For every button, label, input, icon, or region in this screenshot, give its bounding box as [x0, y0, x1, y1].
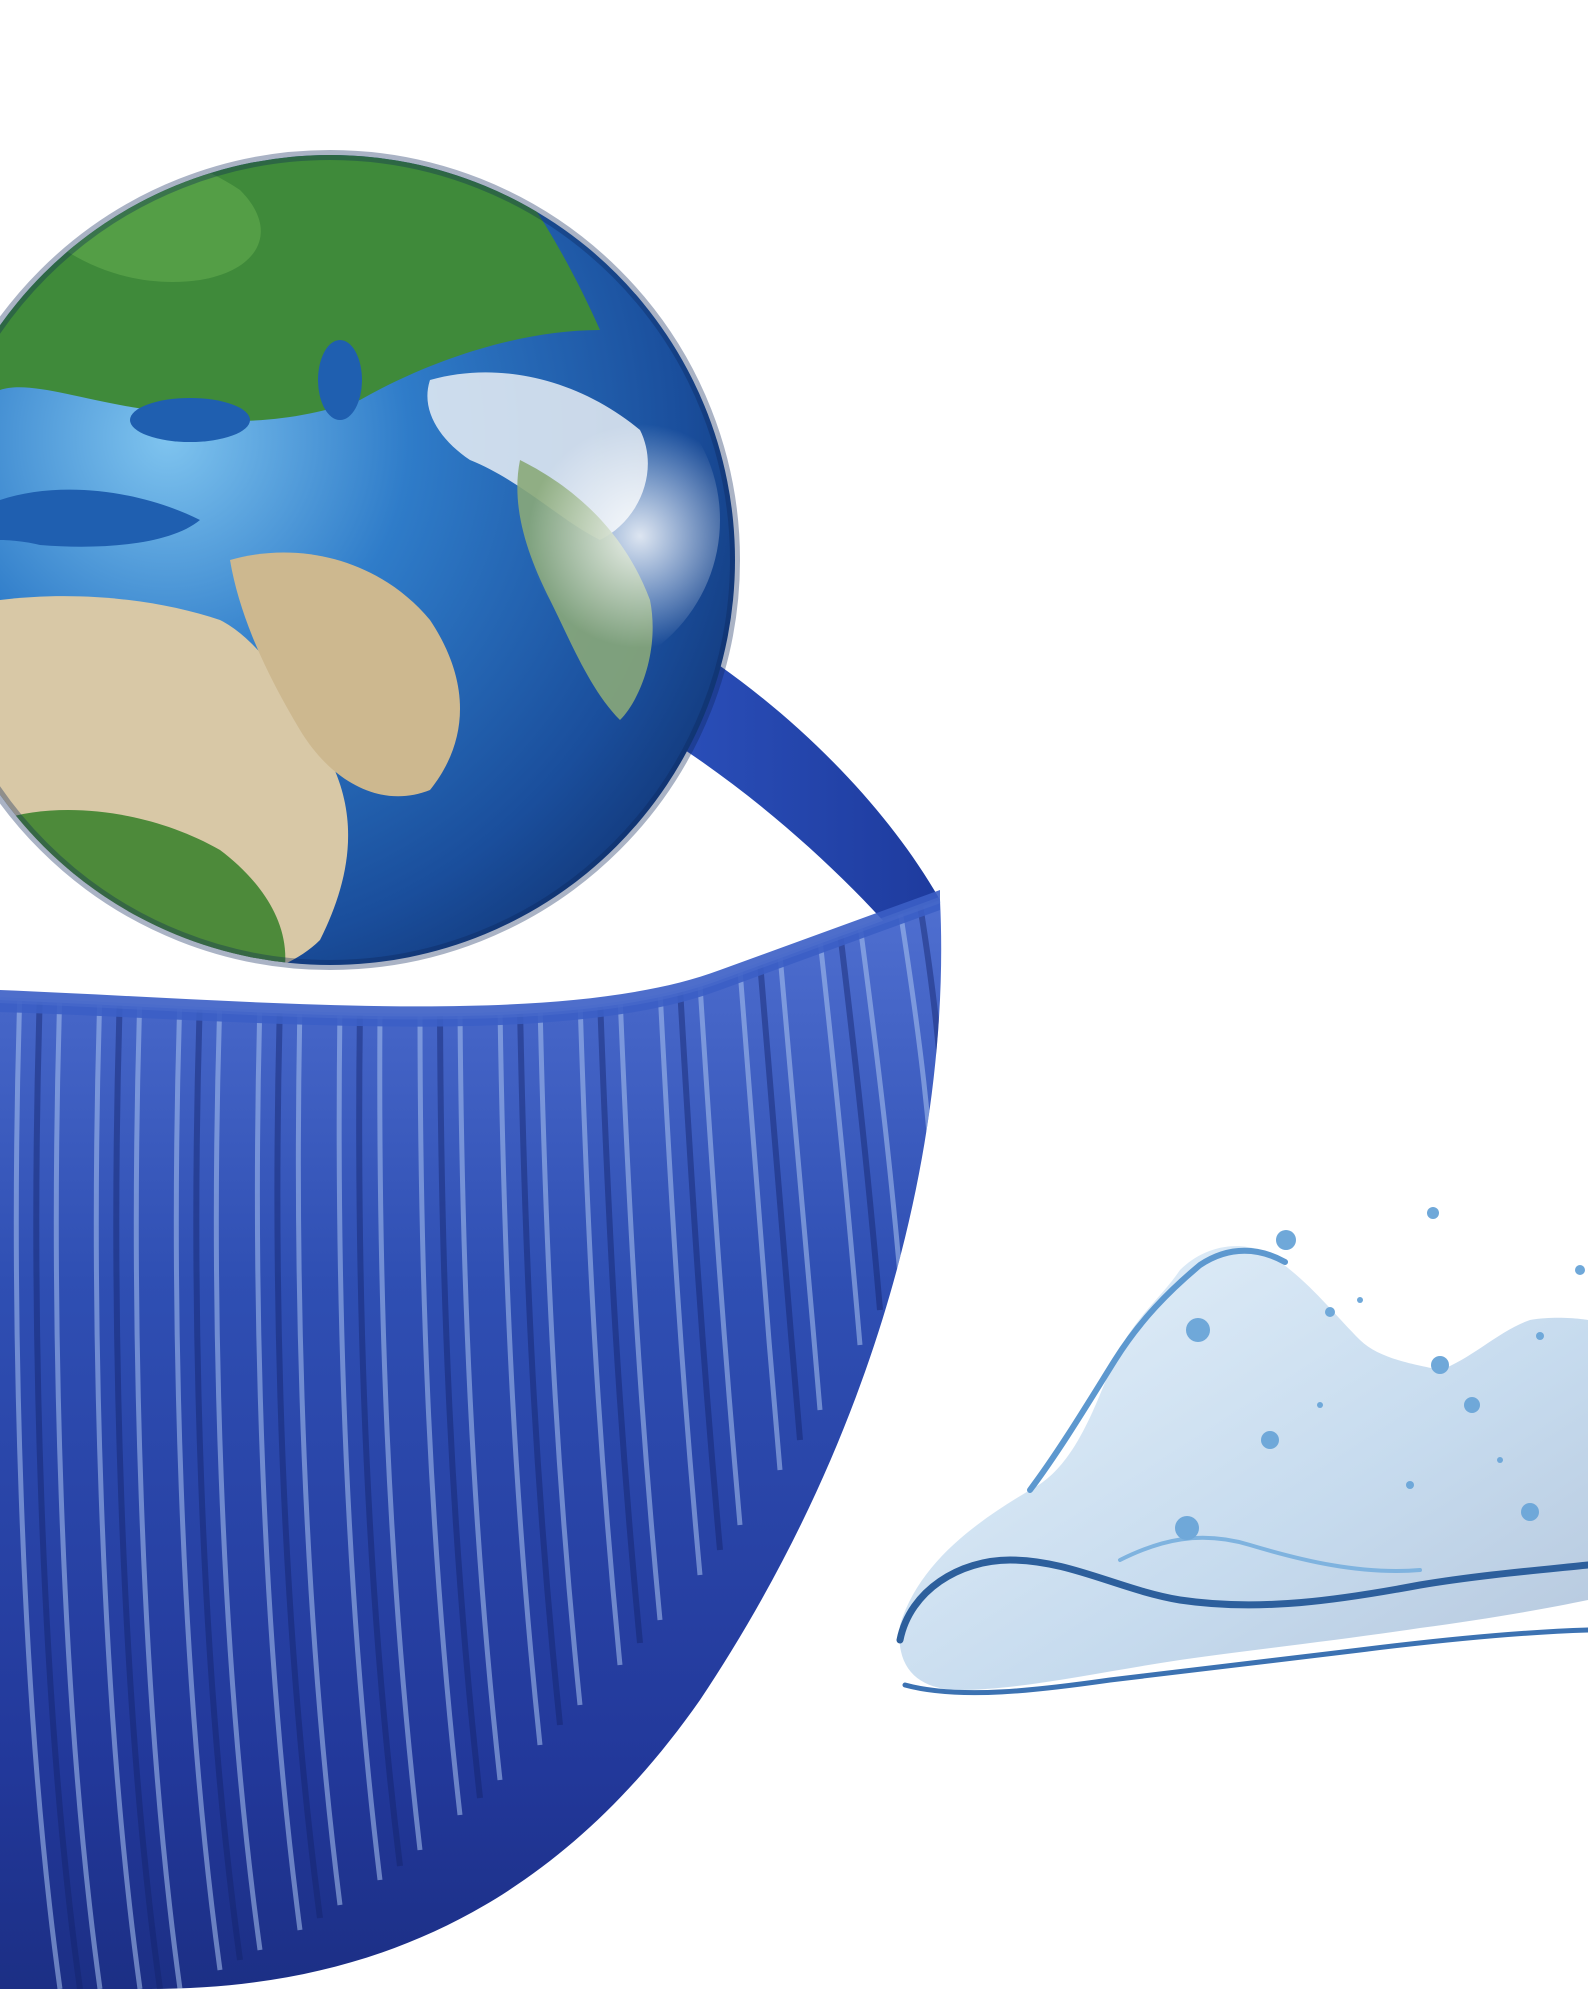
earth-globe	[0, 150, 740, 970]
pipe-ring	[0, 580, 942, 1989]
pipe-front-lip	[0, 890, 940, 1027]
water-splash	[896, 1207, 1588, 1696]
